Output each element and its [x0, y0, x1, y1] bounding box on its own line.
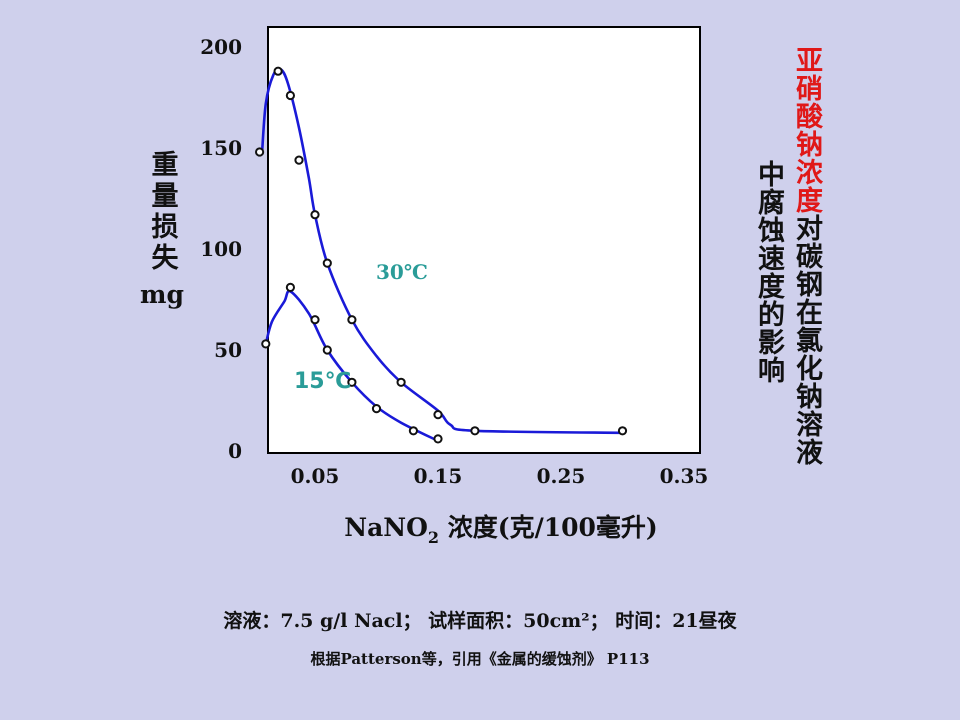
data-point-30c-6 — [347, 315, 357, 325]
chart-title-line-2: 中腐蚀速度的影响 — [753, 160, 784, 384]
footnote-conditions: 溶液：7.5 g/l Nacl； 试样面积：50cm²； 时间：21昼夜 — [223, 610, 737, 632]
y-axis-label-text: 重量损失 — [146, 150, 178, 274]
footnote-source: 根据Patterson等，引用《金属的缓蚀剂》 P113 — [310, 650, 650, 668]
data-point-15c-2 — [310, 315, 320, 325]
data-point-15c-4 — [347, 377, 357, 387]
data-point-30c-0 — [255, 147, 265, 157]
x-tick-label-0.15: 0.15 — [414, 464, 463, 488]
data-point-15c-6 — [408, 426, 418, 436]
x-axis-label-prefix: NaNO — [344, 513, 428, 542]
series-line-15c — [264, 289, 440, 443]
series-label-15c: 15℃ — [294, 369, 351, 394]
y-tick-label-50: 50 — [214, 338, 242, 362]
x-axis-label: NaNO2 浓度(克/100毫升) — [344, 513, 658, 547]
data-point-30c-3 — [294, 155, 304, 165]
x-axis-label-subscript: 2 — [428, 528, 439, 547]
data-point-30c-5 — [322, 258, 332, 268]
data-point-15c-7 — [433, 434, 443, 444]
y-tick-labels: 0 50 100 150 200 — [200, 35, 242, 463]
x-tick-labels: 0.05 0.15 0.25 0.35 — [291, 464, 709, 488]
x-tick-label-0.35: 0.35 — [660, 464, 709, 488]
chart-title-line-1-rest: 对碳钢在氯化钠溶液 — [791, 214, 822, 466]
y-tick-label-0: 0 — [228, 439, 242, 463]
y-axis-label-unit: mg — [140, 280, 184, 309]
data-point-15c-0 — [261, 339, 271, 349]
data-point-30c-1 — [273, 66, 283, 76]
chart-title-line-1: 亚硝酸钠浓度对碳钢在氯化钠溶液 — [791, 46, 822, 466]
data-point-30c-4 — [310, 210, 320, 220]
data-point-30c-9 — [470, 426, 480, 436]
x-tick-label-0.05: 0.05 — [291, 464, 340, 488]
x-tick-label-0.25: 0.25 — [537, 464, 586, 488]
data-point-15c-3 — [322, 345, 332, 355]
y-tick-label-150: 150 — [200, 136, 242, 160]
data-point-30c-7 — [396, 377, 406, 387]
data-point-30c-8 — [433, 410, 443, 420]
x-axis-label-suffix: 浓度(克/100毫升) — [439, 513, 658, 542]
plot-frame — [267, 26, 701, 454]
y-tick-label-200: 200 — [200, 35, 242, 59]
series-points — [255, 66, 628, 444]
y-axis-label: 重量损失 mg — [134, 150, 190, 309]
data-point-30c-10 — [617, 426, 628, 436]
data-point-30c-2 — [285, 90, 295, 101]
y-tick-label-100: 100 — [200, 237, 242, 261]
chart-title-highlight: 亚硝酸钠浓度 — [791, 46, 822, 214]
series-label-30c: 30℃ — [376, 260, 428, 284]
data-point-15c-1 — [285, 282, 295, 292]
data-point-15c-5 — [371, 404, 382, 414]
